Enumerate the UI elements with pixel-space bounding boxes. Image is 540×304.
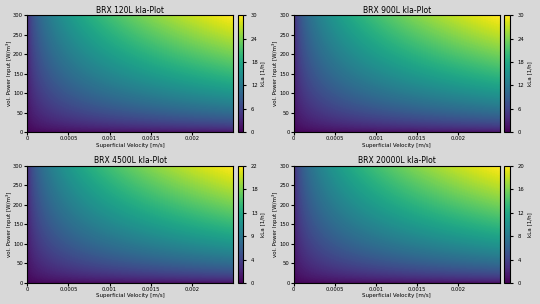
Y-axis label: vol. Power Input [W/m³]: vol. Power Input [W/m³]	[272, 41, 278, 106]
Y-axis label: vol. Power Input [W/m³]: vol. Power Input [W/m³]	[5, 192, 11, 257]
X-axis label: Superficial Velocity [m/s]: Superficial Velocity [m/s]	[362, 143, 431, 148]
Y-axis label: kLa [1/h]: kLa [1/h]	[261, 61, 266, 86]
Title: BRX 900L kla-Plot: BRX 900L kla-Plot	[362, 5, 431, 15]
Y-axis label: vol. Power Input [W/m³]: vol. Power Input [W/m³]	[272, 192, 278, 257]
Title: BRX 120L kla-Plot: BRX 120L kla-Plot	[96, 5, 164, 15]
Y-axis label: kLa [1/h]: kLa [1/h]	[261, 212, 266, 237]
Y-axis label: vol. Power Input [W/m³]: vol. Power Input [W/m³]	[5, 41, 11, 106]
X-axis label: Superficial Velocity [m/s]: Superficial Velocity [m/s]	[96, 143, 165, 148]
Y-axis label: kLa [1/h]: kLa [1/h]	[527, 61, 532, 86]
Title: BRX 4500L kla-Plot: BRX 4500L kla-Plot	[93, 156, 167, 165]
X-axis label: Superficial Velocity [m/s]: Superficial Velocity [m/s]	[96, 293, 165, 299]
Title: BRX 20000L kla-Plot: BRX 20000L kla-Plot	[358, 156, 436, 165]
Y-axis label: kLa [1/h]: kLa [1/h]	[527, 212, 532, 237]
X-axis label: Superficial Velocity [m/s]: Superficial Velocity [m/s]	[362, 293, 431, 299]
